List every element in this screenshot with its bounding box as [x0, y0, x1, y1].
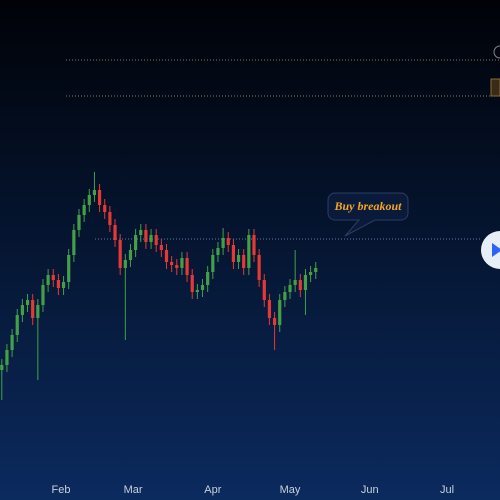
candle-body: [128, 250, 133, 260]
x-tick-label: Jul: [440, 484, 454, 496]
candle-body: [46, 275, 50, 285]
candle-body: [87, 195, 91, 205]
x-tick-label: Apr: [204, 484, 221, 496]
candle-body: [175, 265, 179, 268]
annotation-text: Buy breakout: [333, 199, 402, 213]
x-tick-label: Mar: [124, 484, 143, 496]
candle-body: [36, 305, 40, 318]
candle-body: [309, 272, 313, 275]
candle-body: [113, 225, 117, 240]
candle-body: [298, 280, 302, 290]
candle-body: [149, 235, 153, 242]
candle-body: [236, 255, 241, 262]
candle-body: [118, 240, 122, 268]
candle-body: [20, 305, 24, 315]
candle-body: [231, 245, 236, 262]
candle-body: [72, 230, 76, 255]
candle-body: [5, 350, 9, 365]
candle-body: [288, 285, 292, 292]
candle-body: [283, 292, 287, 300]
candle-body: [252, 235, 256, 255]
candle-body: [206, 272, 210, 285]
candle-body: [185, 258, 189, 275]
candle-body: [41, 285, 45, 305]
candle-body: [262, 280, 266, 300]
x-tick-label: Feb: [52, 484, 71, 496]
candle-body: [82, 205, 86, 215]
candle-body: [200, 285, 205, 290]
candle-body: [314, 268, 318, 272]
candle-body: [67, 255, 71, 282]
scroll-button[interactable]: [481, 231, 500, 269]
candle-body: [247, 235, 251, 268]
candle-body: [61, 282, 66, 288]
candle-body: [159, 245, 163, 250]
annotation-bubble: [327, 192, 409, 237]
candle-body: [272, 318, 277, 325]
candle-body: [267, 300, 272, 318]
candle-body: [278, 300, 282, 325]
candle-body: [195, 290, 199, 292]
candle-body: [190, 275, 194, 292]
x-tick-label: Jun: [361, 484, 379, 496]
candle-body: [51, 275, 55, 280]
candle-body: [242, 255, 246, 268]
x-tick-label: May: [280, 484, 301, 496]
candle-body: [154, 235, 158, 245]
candle-body: [226, 238, 230, 245]
candle-body: [0, 365, 4, 370]
candle-body: [123, 260, 127, 268]
candle-body: [164, 250, 169, 262]
candle-body: [303, 275, 308, 290]
candle-body: [25, 300, 30, 305]
candle-body: [134, 235, 138, 250]
candle-body: [77, 215, 81, 230]
candle-body: [103, 205, 107, 212]
candle-body: [108, 212, 112, 225]
candle-body: [170, 262, 174, 265]
candle-body: [180, 258, 184, 268]
candle-body: [221, 238, 225, 248]
candle-body: [10, 335, 14, 350]
candle-body: [56, 280, 61, 288]
candle-body: [15, 315, 19, 335]
candle-body: [92, 190, 97, 195]
candle-body: [257, 255, 261, 280]
candle-body: [144, 230, 148, 242]
price-tag: [490, 78, 500, 97]
play-icon: [492, 243, 500, 257]
plot-area: Feb Mar Apr May Jun Jul: [0, 59, 500, 496]
candle-body: [216, 248, 220, 255]
candle-body: [31, 300, 35, 318]
level-handle[interactable]: [493, 45, 500, 59]
candle-body: [139, 230, 143, 235]
candle-body: [97, 190, 102, 205]
candle-body: [211, 255, 215, 272]
candle-body: [293, 280, 297, 285]
